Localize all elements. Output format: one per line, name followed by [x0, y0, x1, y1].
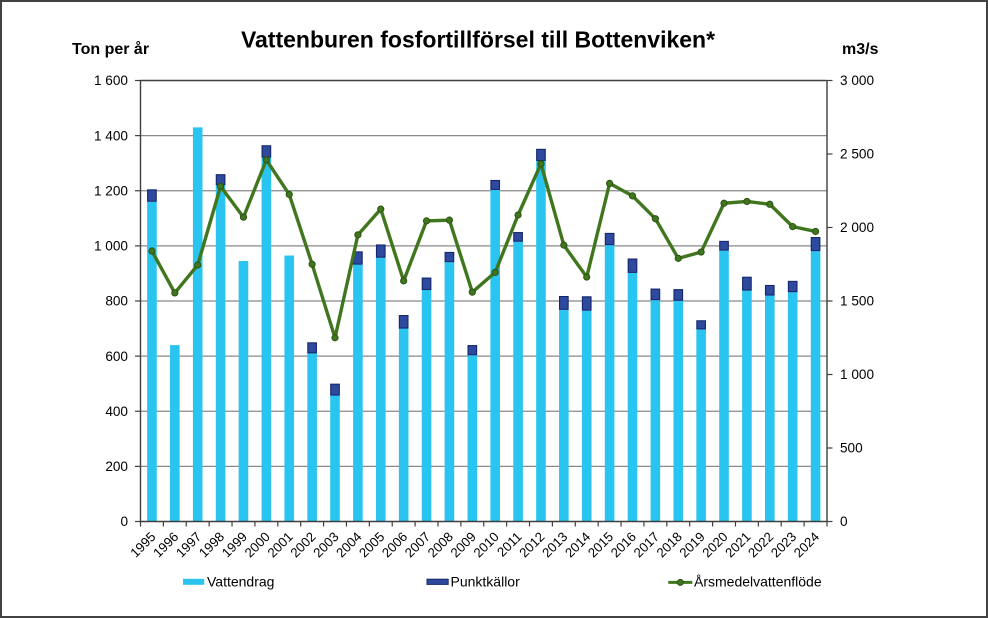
svg-text:Vattendrag: Vattendrag	[207, 573, 274, 589]
svg-text:0: 0	[840, 514, 848, 529]
svg-text:Punktkällor: Punktkällor	[451, 573, 521, 589]
svg-text:2 500: 2 500	[840, 147, 874, 162]
svg-text:200: 200	[105, 459, 128, 474]
svg-text:1 500: 1 500	[840, 294, 874, 309]
svg-text:800: 800	[105, 294, 128, 309]
svg-text:1 400: 1 400	[94, 128, 128, 143]
svg-text:1 000: 1 000	[94, 239, 128, 254]
svg-text:0: 0	[120, 514, 128, 529]
svg-text:1 000: 1 000	[840, 367, 874, 382]
svg-text:Vattenburen fosfortillförsel t: Vattenburen fosfortillförsel till Botten…	[241, 27, 715, 53]
svg-text:1 600: 1 600	[94, 73, 128, 88]
svg-text:2 000: 2 000	[840, 220, 874, 235]
svg-text:1 200: 1 200	[94, 183, 128, 198]
svg-text:3 000: 3 000	[840, 73, 874, 88]
svg-text:400: 400	[105, 404, 128, 419]
svg-text:Ton per år: Ton per år	[72, 40, 149, 58]
svg-text:500: 500	[840, 441, 863, 456]
svg-text:600: 600	[105, 349, 128, 364]
svg-text:m3/s: m3/s	[842, 41, 879, 58]
svg-text:Årsmedelvattenflöde: Årsmedelvattenflöde	[694, 573, 822, 589]
